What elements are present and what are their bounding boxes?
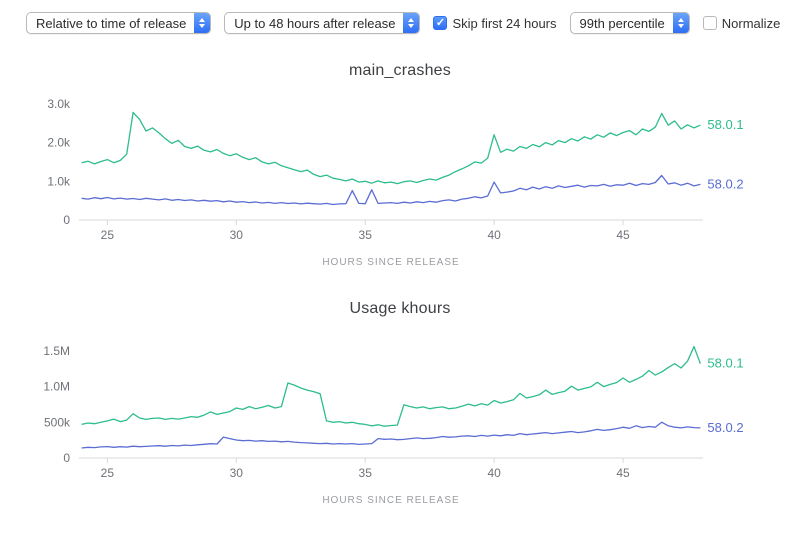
series-line-58.0.2 <box>81 421 701 449</box>
y-tick-label: 3.0k <box>47 97 71 111</box>
series-label-58.0.1: 58.0.1 <box>707 117 743 132</box>
skip-first-24-hours-checkbox[interactable]: ✓ Skip first 24 hours <box>433 15 557 31</box>
y-tick-label: 1.0M <box>43 380 70 394</box>
y-tick-label: 0 <box>63 451 70 465</box>
series-line-58.0.1 <box>81 345 702 427</box>
main_crashes-svg: 25 30 35 40 45 0 1.0k 2.0k 3.0k HOURS SINCE RELEA… <box>47 97 743 268</box>
series-label-58.0.2: 58.0.2 <box>707 176 743 191</box>
time-basis-select[interactable]: Relative to time of release <box>26 12 212 34</box>
y-tick-label: 1.5M <box>43 344 70 358</box>
y-tick-label: 2.0k <box>47 136 71 150</box>
toolbar: Relative to time of release Up to 48 hou… <box>0 0 800 34</box>
x-tick-label: 35 <box>359 466 373 480</box>
y-tick-label: 1.0k <box>47 174 71 188</box>
time-window-select[interactable]: Up to 48 hours after release <box>224 12 421 34</box>
checkbox-box[interactable]: ✓ <box>702 16 717 30</box>
x-tick-label: 45 <box>616 228 630 242</box>
x-axis-title: HOURS SINCE RELEASE <box>322 257 459 268</box>
x-tick-label: 25 <box>101 466 115 480</box>
time-window-select-value: Up to 48 hours after release <box>234 16 396 31</box>
skip-checkbox-label: Skip first 24 hours <box>452 15 557 31</box>
time-basis-select-value: Relative to time of release <box>36 16 187 31</box>
usage-khours-section: Usage khours 25 30 35 40 45 0 500k 1.0M 1.5M HOUR… <box>0 300 800 510</box>
chart-title: Usage khours <box>349 300 451 317</box>
checkbox-box[interactable]: ✓ <box>433 16 448 30</box>
x-tick-label: 40 <box>487 228 501 242</box>
x-tick-label: 30 <box>230 228 244 242</box>
usage-khours-svg: 25 30 35 40 45 0 500k 1.0M 1.5M HOURS SINCE RELEA… <box>43 344 743 506</box>
percentile-select-value: 99th percentile <box>579 16 665 31</box>
series-line-58.0.2 <box>81 174 701 206</box>
x-tick-label: 45 <box>616 466 630 480</box>
x-tick-label: 30 <box>230 466 244 480</box>
main-crashes-chart: 25 30 35 40 45 0 1.0k 2.0k 3.0k HOURS SINCE RELEA… <box>0 82 800 272</box>
select-stepper-icon <box>194 13 211 33</box>
y-tick-label: 500k <box>44 415 71 429</box>
select-stepper-icon <box>403 13 420 33</box>
main-crashes-section: main_crashes 25 30 35 40 45 0 1.0k 2.0k 3.0k HOUR… <box>0 62 800 272</box>
usage-khours-chart: 25 30 35 40 45 0 500k 1.0M 1.5M HOURS SINCE RELEA… <box>0 320 800 510</box>
x-tick-label: 35 <box>359 228 373 242</box>
y-tick-label: 0 <box>63 213 70 227</box>
checkmark-icon: ✓ <box>435 16 446 29</box>
chart-title: main_crashes <box>348 62 451 79</box>
select-stepper-icon <box>672 13 689 33</box>
normalize-checkbox[interactable]: ✓ Normalize <box>702 15 781 31</box>
percentile-select[interactable]: 99th percentile <box>569 12 690 34</box>
series-label-58.0.1: 58.0.1 <box>707 356 743 371</box>
normalize-checkbox-label: Normalize <box>721 15 781 31</box>
series-line-58.0.1 <box>81 111 701 185</box>
x-axis-title: HOURS SINCE RELEASE <box>322 495 459 506</box>
x-tick-label: 25 <box>101 228 115 242</box>
x-tick-label: 40 <box>487 466 501 480</box>
series-label-58.0.2: 58.0.2 <box>707 420 743 435</box>
